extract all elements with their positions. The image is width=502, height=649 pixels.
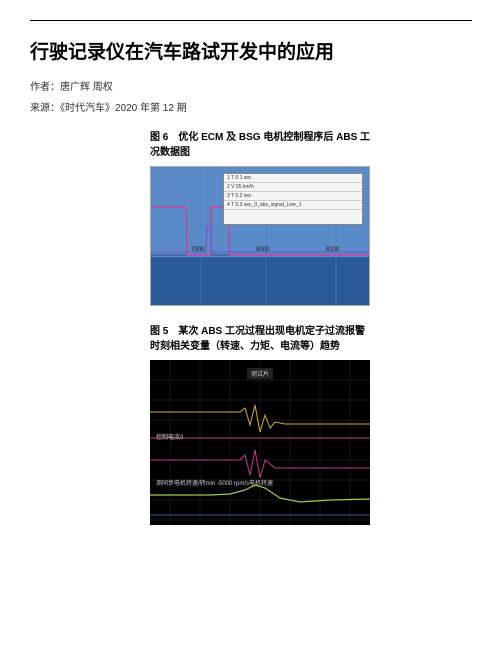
figure-5-bottom-label: 测同步电机转速/转min -5000 rpm/s电机转速 <box>156 478 273 487</box>
figure-5-caption: 图 5 某次 ABS 工况过程出现电机定子过流报警时刻相关变量（转速、力矩、电流… <box>150 324 370 354</box>
figure-5-mid-label: 控制电流/I <box>156 432 183 441</box>
figure-6-data-panel: 1 T 0.1 sec2 V 25 km/h3 T 0.2 sec4 T 0.3… <box>223 173 363 225</box>
figure-6-chart: 1 T 0.1 sec2 V 25 km/h3 T 0.2 sec4 T 0.3… <box>150 166 370 306</box>
figure-5-block: 图 5 某次 ABS 工况过程出现电机定子过流报警时刻相关变量（转速、力矩、电流… <box>150 324 370 525</box>
figure-6-x-label: 8100 <box>326 247 339 253</box>
figure-6-x-label: 8000 <box>256 247 269 253</box>
figure-6-panel-row: 3 T 0.2 sec <box>224 192 362 201</box>
figure-6-panel-row: 2 V 25 km/h <box>224 183 362 192</box>
figure-6-block: 图 6 优化 ECM 及 BSG 电机控制程序后 ABS 工况数据图 1 T 0… <box>150 130 370 306</box>
top-rule <box>30 20 472 21</box>
figure-6-panel-row: 4 T 0.3 sec_0_abs_signal_Line_1 <box>224 201 362 210</box>
figure-5-header: 测试片 <box>247 368 273 379</box>
figure-5-chart: 测试片 控制电流/I 测同步电机转速/转min -5000 rpm/s电机转速 <box>150 360 370 525</box>
author-line: 作者：唐广辉 周权 <box>30 78 472 93</box>
figure-6-x-label: 7900 <box>191 247 204 253</box>
figure-6-caption: 图 6 优化 ECM 及 BSG 电机控制程序后 ABS 工况数据图 <box>150 130 370 160</box>
figure-5-svg <box>150 360 370 525</box>
figure-6-panel-row: 1 T 0.1 sec <box>224 174 362 183</box>
figures-container: 图 6 优化 ECM 及 BSG 电机控制程序后 ABS 工况数据图 1 T 0… <box>150 130 370 525</box>
document-title: 行驶记录仪在汽车路试开发中的应用 <box>30 37 472 64</box>
source-line: 来源：《时代汽车》2020 年第 12 期 <box>30 99 472 114</box>
